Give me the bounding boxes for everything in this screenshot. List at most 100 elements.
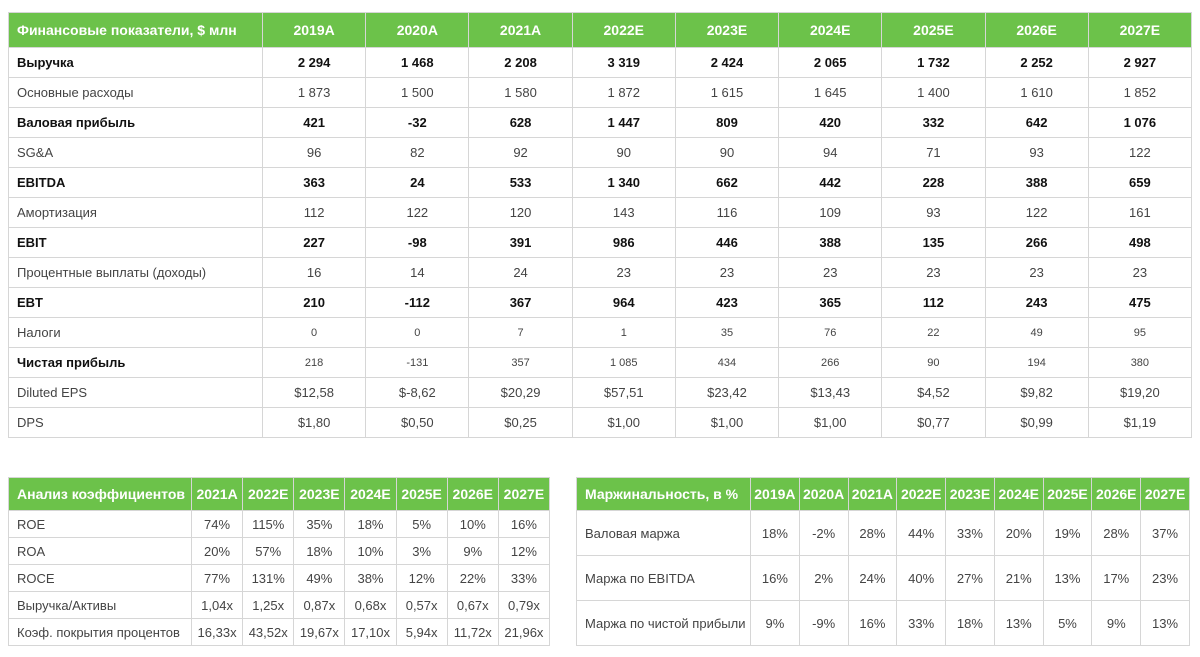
table-cell: 1 872 <box>571 77 676 108</box>
table-cell: -112 <box>365 287 470 318</box>
table-cell: 0 <box>365 317 470 348</box>
table-row: Основные расходы 1 873 1 500 1 580 1 872 1 61… <box>8 77 1193 108</box>
column-header: 2026E <box>1091 477 1142 511</box>
row-label: Валовая прибыль <box>8 107 263 138</box>
table-row: Валовая прибыль 421 -32 628 1 447 809 420 332 64… <box>8 107 1193 138</box>
column-header: 2022E <box>896 477 947 511</box>
table-cell: 659 <box>1087 167 1193 198</box>
table-cell: 1 400 <box>881 77 986 108</box>
row-label: Коэф. покрытия процентов <box>8 618 192 646</box>
table-cell: 1 468 <box>365 47 470 78</box>
table-cell: $20,29 <box>468 377 573 408</box>
table-cell: 0,87x <box>293 591 346 619</box>
table-cell: 38% <box>344 564 397 592</box>
table-cell: 388 <box>778 227 883 258</box>
column-header: 2023E <box>674 12 780 48</box>
table-cell: 92 <box>468 137 573 168</box>
table-cell: 33% <box>896 600 947 646</box>
column-header: 2023E <box>945 477 995 511</box>
table-cell: 2 065 <box>778 47 883 78</box>
table-cell: 44% <box>896 510 947 556</box>
table-cell: 194 <box>984 347 1089 378</box>
table-cell: 40% <box>896 555 947 601</box>
table-row: ROCE 77% 131% 49% 38% 12% 22% 33% <box>8 564 551 592</box>
table-cell: $1,00 <box>571 407 676 438</box>
table-cell: 43,52x <box>242 618 295 646</box>
column-header: 2021A <box>468 12 573 48</box>
column-header: 2027E <box>1087 12 1193 48</box>
table-cell: 421 <box>261 107 367 138</box>
table-cell: 18% <box>945 600 995 646</box>
table-cell: $0,50 <box>365 407 470 438</box>
table-cell: 380 <box>1087 347 1193 378</box>
table-cell: 35% <box>293 510 346 538</box>
table-cell: 2 252 <box>984 47 1089 78</box>
table-cell: 1 <box>571 317 676 348</box>
table-cell: 24 <box>365 167 470 198</box>
table-cell: 420 <box>778 107 883 138</box>
table-cell: 16% <box>497 510 551 538</box>
row-label: Маржа по чистой прибыли <box>576 600 751 646</box>
table-cell: 533 <box>468 167 573 198</box>
table-row: EBT 210 -112 367 964 423 365 112 243 475 <box>8 287 1193 318</box>
table-cell: $13,43 <box>778 377 883 408</box>
table-row: Коэф. покрытия процентов 16,33x 43,52x 19,6… <box>8 618 551 646</box>
table-cell: 243 <box>984 287 1089 318</box>
table-cell: 131% <box>242 564 295 592</box>
table-cell: 23 <box>1087 257 1193 288</box>
table-cell: 446 <box>674 227 780 258</box>
table-row: Diluted EPS $12,58 $-8,62 $20,29 $57,51 $23,4… <box>8 377 1193 408</box>
table-cell: 21,96x <box>497 618 551 646</box>
table-cell: 1 732 <box>881 47 986 78</box>
table-cell: 10% <box>344 537 397 565</box>
column-header: 2027E <box>497 477 551 511</box>
table-cell: 2 424 <box>674 47 780 78</box>
column-header: 2026E <box>446 477 499 511</box>
table-cell: 23 <box>778 257 883 288</box>
column-header: 2022E <box>571 12 676 48</box>
row-label: Diluted EPS <box>8 377 263 408</box>
row-label: ROE <box>8 510 192 538</box>
table-cell: 1 500 <box>365 77 470 108</box>
table-cell: 210 <box>261 287 367 318</box>
table-cell: 0,68x <box>344 591 397 619</box>
table-cell: 71 <box>881 137 986 168</box>
table-row: Амортизация 112 122 120 143 116 109 93 122 161 <box>8 197 1193 228</box>
table-cell: 161 <box>1087 197 1193 228</box>
table-row: DPS $1,80 $0,50 $0,25 $1,00 $1,00 $1,00 $0,77 $0… <box>8 407 1193 438</box>
table-cell: 17% <box>1091 555 1142 601</box>
table-cell: -32 <box>365 107 470 138</box>
table-cell: 357 <box>468 347 573 378</box>
column-header: 2024E <box>344 477 397 511</box>
table-row: Чистая прибыль 218 -131 357 1 085 434 266 90 194… <box>8 347 1193 378</box>
table-cell: 135 <box>881 227 986 258</box>
column-header: 2023E <box>293 477 346 511</box>
table-cell: 23 <box>984 257 1089 288</box>
table-cell: 90 <box>881 347 986 378</box>
table-cell: 475 <box>1087 287 1193 318</box>
table-cell: $57,51 <box>571 377 676 408</box>
financial-indicators-table: Финансовые показатели, $ млн 2019A 2020A 20… <box>8 12 1193 438</box>
table-cell: 33% <box>945 510 995 556</box>
table-cell: 5% <box>395 510 448 538</box>
table-cell: 266 <box>778 347 883 378</box>
table-cell: 13% <box>1140 600 1190 646</box>
column-header: 2021A <box>190 477 244 511</box>
column-header: 2026E <box>984 12 1089 48</box>
table-title: Анализ коэффициентов <box>8 477 192 511</box>
table-row: ROE 74% 115% 35% 18% 5% 10% 16% <box>8 510 551 538</box>
row-label: ROA <box>8 537 192 565</box>
table-cell: 96 <box>261 137 367 168</box>
table-cell: 7 <box>468 317 573 348</box>
table-cell: 115% <box>242 510 295 538</box>
ratio-analysis-table: Анализ коэффициентов 2021A 2022E 2023E 2024E… <box>8 477 551 646</box>
table-cell: 5% <box>1042 600 1093 646</box>
column-header: 2025E <box>881 12 986 48</box>
column-header: 2025E <box>395 477 448 511</box>
table-cell: 23% <box>1140 555 1190 601</box>
row-label: Чистая прибыль <box>8 347 263 378</box>
table-row: Маржа по чистой прибыли 9% -9% 16% 33% 18% 13%… <box>576 600 1190 646</box>
row-label: Выручка <box>8 47 263 78</box>
table-cell: 82 <box>365 137 470 168</box>
table-cell: 49% <box>293 564 346 592</box>
